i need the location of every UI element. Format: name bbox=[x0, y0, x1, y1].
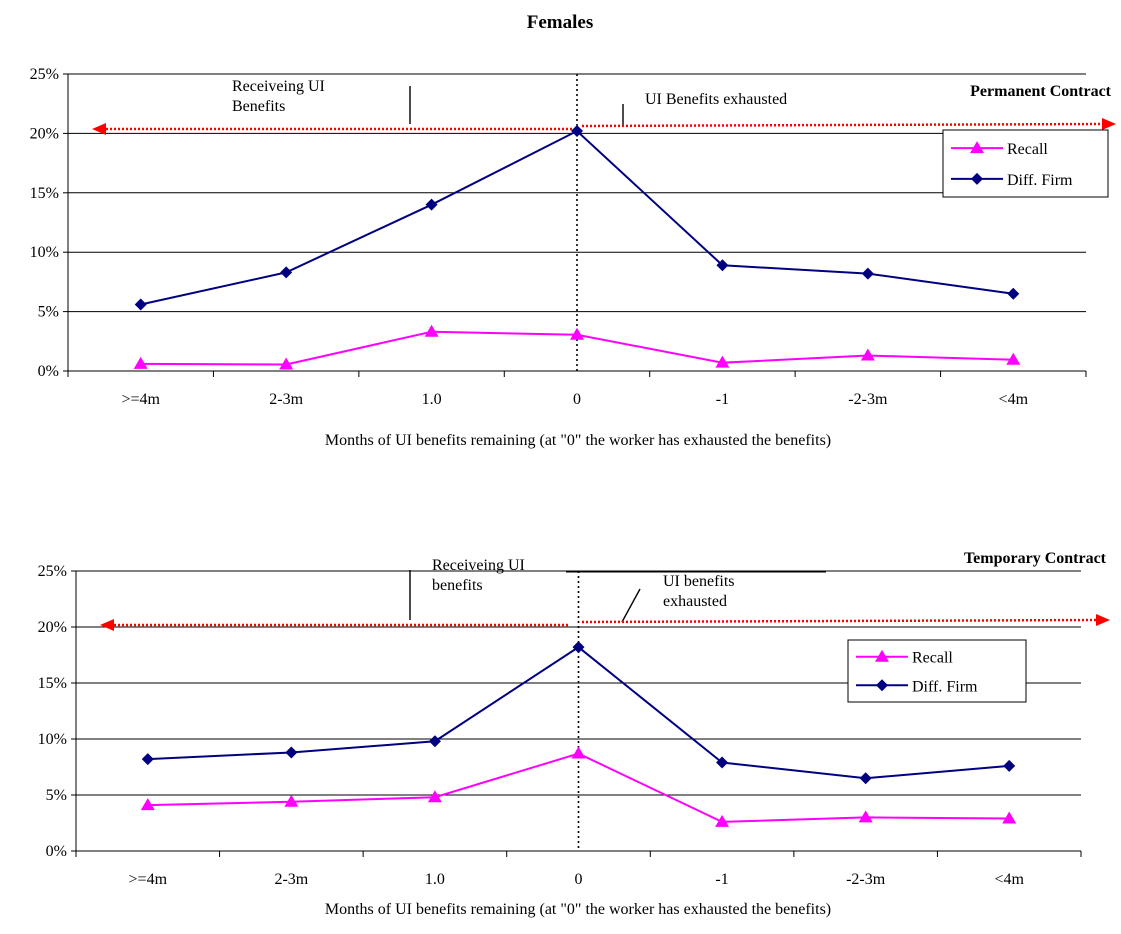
legend-box bbox=[847, 639, 1027, 703]
data-point bbox=[284, 794, 299, 807]
legend-label: Recall bbox=[1007, 141, 1048, 158]
data-point bbox=[285, 746, 298, 759]
data-point bbox=[428, 735, 441, 748]
legend-label: Diff. Firm bbox=[1007, 172, 1073, 189]
legend-marker bbox=[971, 172, 983, 185]
data-point bbox=[134, 298, 147, 311]
y-tick-label: 20% bbox=[38, 619, 67, 636]
arrowhead-right bbox=[1096, 614, 1110, 626]
legend: Recall Diff. Firm bbox=[942, 129, 1109, 198]
annotation-text: UI Benefits exhausted bbox=[645, 91, 787, 108]
x-axis: >=4m 2-3m 1.0 0 -1 -2-3m <4m bbox=[75, 850, 1082, 888]
annotation-receiving-benefits: Receiveing UI benefits bbox=[409, 557, 826, 620]
annotation-text: UI benefits exhausted bbox=[663, 573, 735, 610]
annotation-benefits-exhausted: UI benefits exhausted bbox=[621, 573, 735, 623]
figure-title: Females bbox=[527, 12, 593, 33]
data-point bbox=[425, 198, 438, 211]
legend: Recall Diff. Firm bbox=[847, 639, 1027, 703]
data-point bbox=[716, 259, 729, 272]
data-point bbox=[1002, 811, 1017, 824]
x-tick-label: <4m bbox=[994, 871, 1024, 888]
arrowhead-right bbox=[1102, 118, 1116, 130]
x-tick-label: 2-3m bbox=[269, 391, 303, 408]
data-point bbox=[571, 746, 586, 759]
data-point bbox=[133, 356, 148, 369]
series bbox=[140, 641, 1017, 827]
x-tick-label: 0 bbox=[575, 871, 583, 888]
x-tick-label: >=4m bbox=[121, 391, 160, 408]
data-point bbox=[860, 348, 875, 361]
legend-marker bbox=[876, 679, 888, 692]
y-tick-label: 5% bbox=[38, 304, 59, 321]
arrowhead-left bbox=[100, 619, 114, 631]
y-tick-label: 0% bbox=[38, 363, 59, 380]
legend-label: Recall bbox=[912, 650, 953, 667]
data-point bbox=[572, 641, 585, 654]
legend-box bbox=[942, 129, 1109, 198]
data-point bbox=[1006, 352, 1021, 365]
annotation-text: Receiveing UI benefits bbox=[432, 557, 525, 594]
data-point bbox=[279, 357, 294, 370]
x-tick-label: -1 bbox=[715, 871, 728, 888]
data-point bbox=[716, 756, 729, 769]
chart-temporary: Temporary Contract 0% 5% 10% 15% 20% 25% >=4m… bbox=[38, 550, 1110, 918]
y-tick-label: 10% bbox=[38, 731, 67, 748]
y-tick-label: 5% bbox=[46, 787, 67, 804]
x-tick-label: -2-3m bbox=[848, 391, 888, 408]
red-arrows bbox=[100, 614, 1110, 631]
x-tick-label: >=4m bbox=[129, 871, 168, 888]
x-tick-label: -1 bbox=[716, 391, 729, 408]
legend-marker bbox=[875, 649, 889, 662]
y-tick-label: 25% bbox=[30, 66, 59, 83]
y-tick-label: 10% bbox=[30, 244, 59, 261]
data-point bbox=[1007, 287, 1020, 300]
arrow-line-right bbox=[581, 122, 1107, 128]
x-axis-label: Months of UI benefits remaining (at "0" … bbox=[325, 901, 831, 918]
chart-title: Temporary Contract bbox=[964, 550, 1107, 567]
data-point bbox=[141, 753, 154, 766]
x-tick-label: 1.0 bbox=[422, 391, 442, 408]
x-axis: >=4m 2-3m 1.0 0 -1 -2-3m <4m bbox=[67, 370, 1087, 408]
data-point bbox=[424, 324, 439, 337]
x-tick-label: <4m bbox=[999, 391, 1029, 408]
arrow-line-right bbox=[581, 618, 1101, 624]
y-tick-label: 15% bbox=[38, 675, 67, 692]
y-tick-label: 20% bbox=[30, 125, 59, 142]
series bbox=[133, 125, 1021, 370]
legend-label: Diff. Firm bbox=[912, 678, 978, 695]
y-axis: 0% 5% 10% 15% 20% 25% bbox=[30, 66, 69, 380]
data-point bbox=[571, 125, 583, 138]
data-point bbox=[861, 267, 874, 280]
x-tick-label: 0 bbox=[573, 391, 581, 408]
legend-marker bbox=[970, 141, 984, 154]
data-point bbox=[858, 810, 873, 823]
y-tick-label: 25% bbox=[38, 563, 67, 580]
x-tick-label: 2-3m bbox=[274, 871, 308, 888]
data-point bbox=[715, 355, 730, 368]
annotation-text: Receiveing UI Benefits bbox=[232, 78, 325, 115]
chart-title: Permanent Contract bbox=[970, 83, 1112, 100]
chart-permanent: Permanent Contract 0% 5% 10% 15% 20% 25% >=4m… bbox=[30, 66, 1116, 449]
data-point bbox=[280, 266, 293, 279]
data-point bbox=[427, 790, 442, 803]
data-point bbox=[859, 772, 872, 785]
red-arrows bbox=[92, 118, 1116, 135]
annotation-benefits-exhausted: UI Benefits exhausted bbox=[622, 91, 787, 126]
x-axis-label: Months of UI benefits remaining (at "0" … bbox=[325, 432, 831, 449]
y-tick-label: 0% bbox=[46, 843, 67, 860]
x-tick-label: 1.0 bbox=[425, 871, 445, 888]
arrowhead-left bbox=[92, 123, 106, 135]
series-line-diff-firm bbox=[140, 129, 1014, 306]
data-point bbox=[570, 327, 584, 340]
annotation-receiving-benefits: Receiveing UI Benefits bbox=[226, 73, 411, 124]
x-tick-label: -2-3m bbox=[846, 871, 886, 888]
y-tick-label: 15% bbox=[30, 185, 59, 202]
data-point bbox=[140, 798, 155, 811]
y-axis: 0% 5% 10% 15% 20% 25% bbox=[38, 563, 77, 860]
data-point bbox=[715, 814, 730, 827]
data-point bbox=[1003, 759, 1016, 772]
